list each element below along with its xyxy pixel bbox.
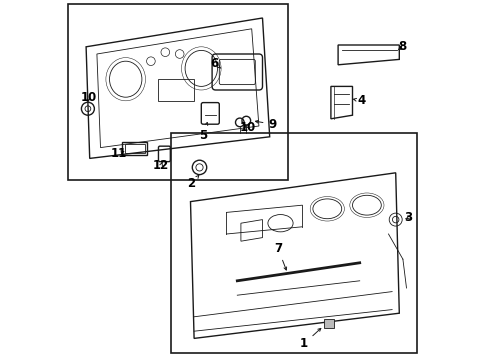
Text: 5: 5 (199, 122, 207, 141)
Text: 2: 2 (187, 175, 199, 190)
Bar (323, 319, 334, 328)
Bar (158, 79, 194, 101)
Text: 11: 11 (110, 147, 126, 159)
Text: 4: 4 (353, 94, 365, 107)
Text: 8: 8 (397, 40, 406, 53)
Text: 9: 9 (255, 118, 276, 131)
Text: 7: 7 (273, 242, 286, 270)
Text: 10: 10 (240, 121, 256, 134)
Text: 3: 3 (404, 211, 411, 224)
Text: 1: 1 (299, 328, 320, 350)
Text: 12: 12 (153, 159, 169, 172)
Bar (125, 144, 144, 153)
Text: 10: 10 (81, 91, 97, 104)
Text: 6: 6 (209, 57, 221, 69)
Bar (122, 142, 147, 155)
